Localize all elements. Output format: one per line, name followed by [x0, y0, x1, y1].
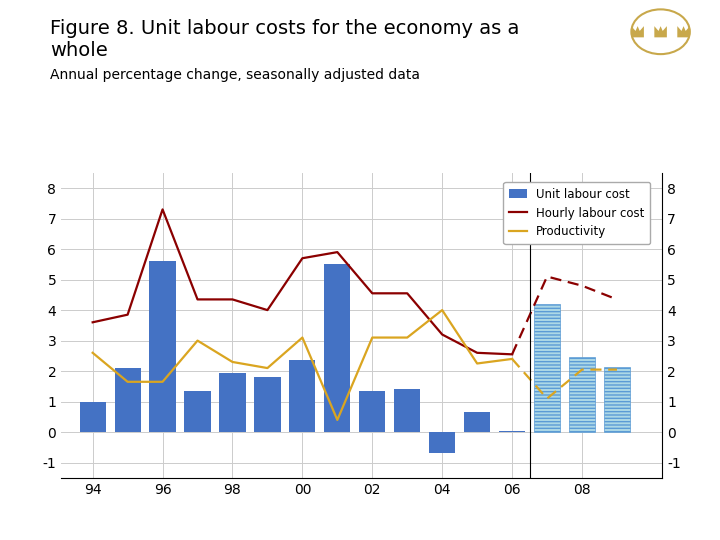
Bar	[184, 391, 211, 432]
Bar	[254, 377, 281, 432]
Text: Sources: Statistics Sweden and the Riksbank: Sources: Statistics Sweden and the Riksb…	[369, 513, 698, 528]
Bar	[220, 373, 246, 432]
Bar	[324, 265, 351, 432]
Polygon shape	[631, 26, 644, 37]
Bar	[429, 432, 455, 454]
Text: RIKSBANK: RIKSBANK	[642, 69, 679, 74]
Text: Figure 8. Unit labour costs for the economy as a: Figure 8. Unit labour costs for the econ…	[50, 19, 520, 38]
Bar	[499, 430, 525, 432]
Bar	[114, 368, 140, 432]
Text: SVERIGES: SVERIGES	[643, 59, 678, 64]
Bar	[79, 402, 106, 432]
Bar	[464, 413, 490, 432]
Bar	[569, 357, 595, 432]
Bar	[394, 389, 420, 432]
Bar	[289, 360, 315, 432]
Bar	[604, 367, 630, 432]
Polygon shape	[678, 26, 690, 37]
Bar	[150, 261, 176, 432]
Text: Annual percentage change, seasonally adjusted data: Annual percentage change, seasonally adj…	[50, 68, 420, 82]
Polygon shape	[654, 26, 667, 37]
Bar	[534, 304, 560, 432]
Bar	[359, 391, 385, 432]
Legend: Unit labour cost, Hourly labour cost, Productivity: Unit labour cost, Hourly labour cost, Pr…	[503, 182, 650, 245]
Text: whole: whole	[50, 40, 108, 59]
